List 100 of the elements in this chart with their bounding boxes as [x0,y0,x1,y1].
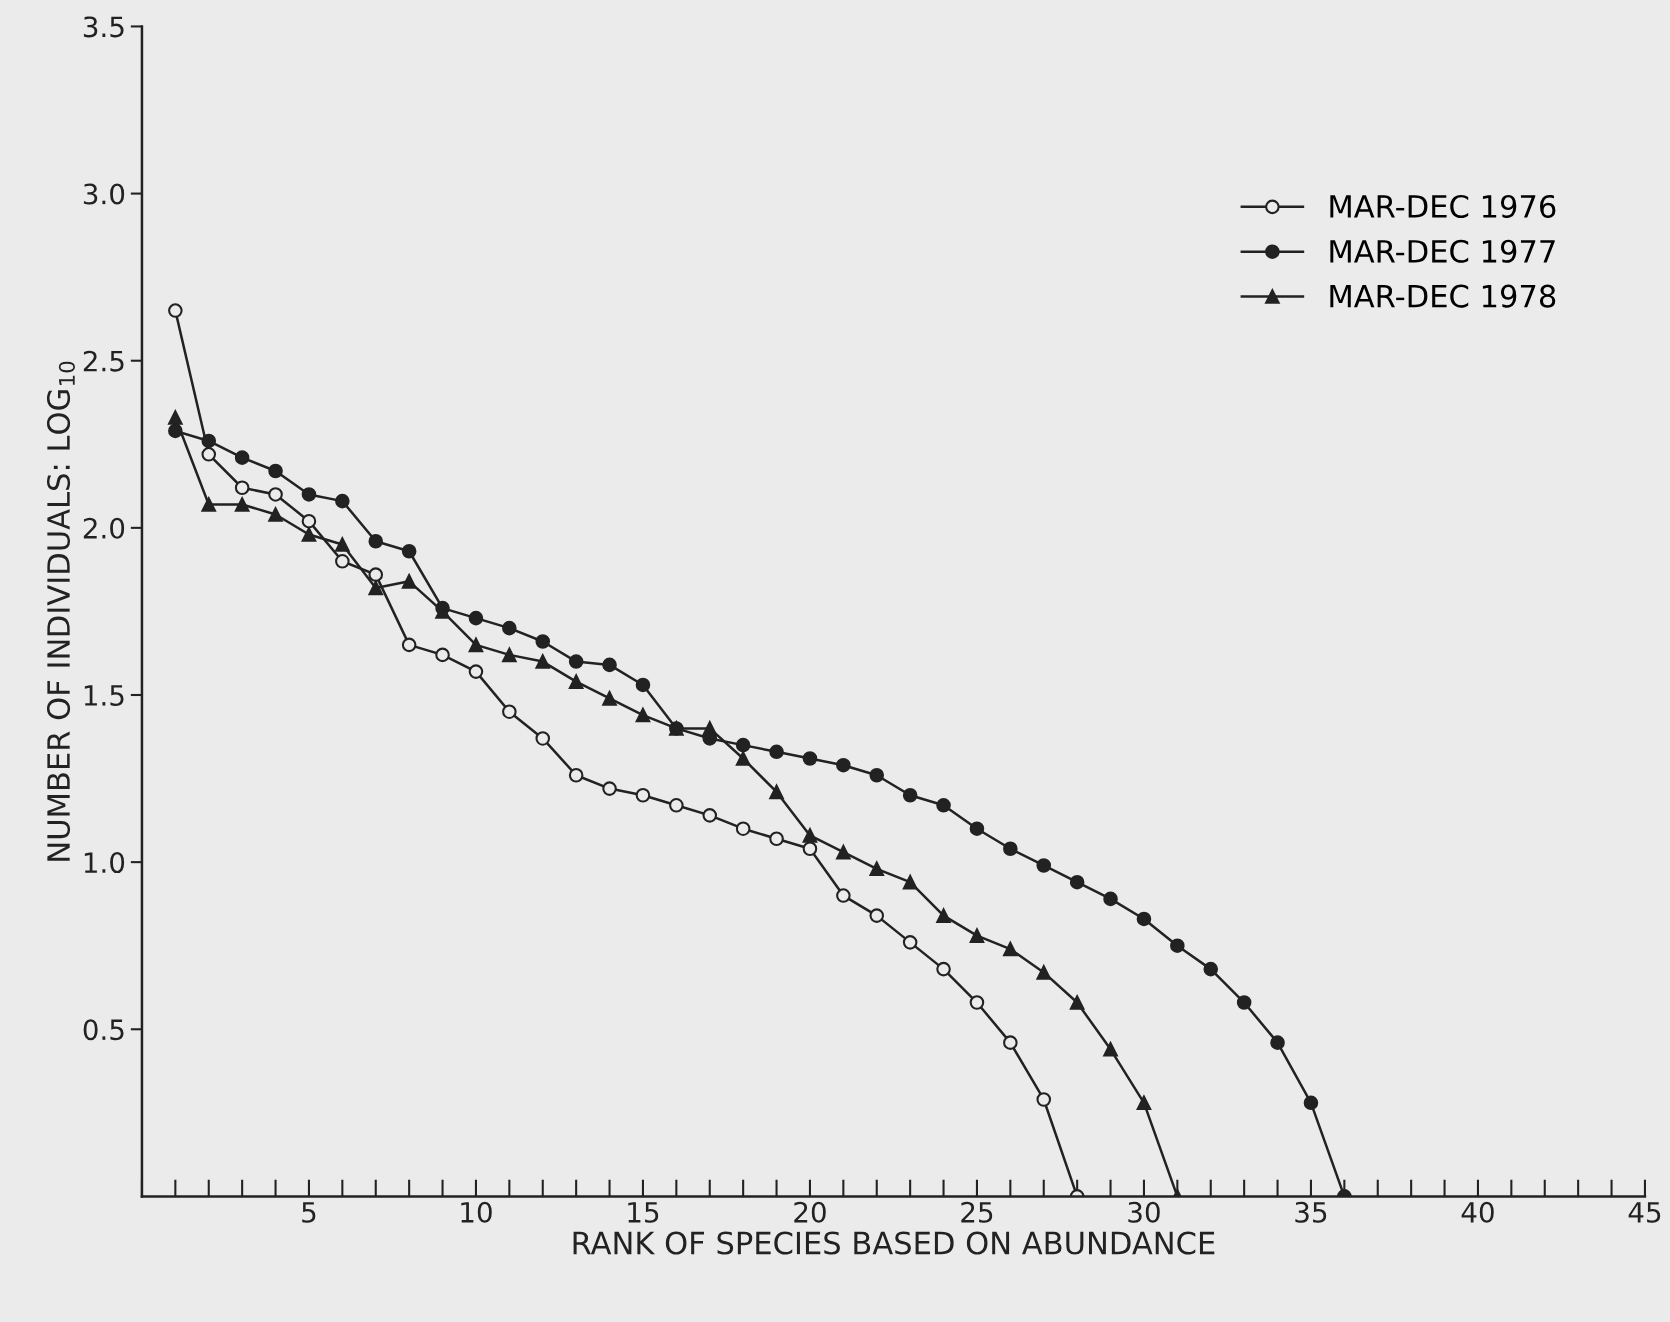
point [1170,938,1185,953]
point [201,433,217,449]
point [1036,858,1052,873]
legend-label: MAR-DEC 1976 [1330,194,1556,218]
point [1003,1035,1018,1050]
point [535,634,551,649]
x-tick-label: 20 [794,1201,826,1223]
point [301,513,317,529]
point [401,574,417,589]
x-tick-label: 30 [1128,1201,1160,1223]
point [568,767,584,783]
point [836,888,851,903]
point [335,537,350,552]
point [869,767,885,783]
point [435,647,450,663]
x-tick-label: 45 [1628,1202,1661,1223]
point [769,831,784,847]
point [969,995,985,1010]
point [234,480,250,496]
point [635,677,651,693]
y-axis-title: NUMBER OF INDIVIDUALS: LOG$_{10}$ [46,361,75,861]
point [602,657,617,673]
point [902,935,918,950]
point [735,737,751,753]
point [802,841,818,857]
point [1069,874,1085,890]
point [1203,961,1219,977]
point [1069,995,1085,1010]
x-tick-label: 15 [628,1202,659,1223]
y-tick-label: 1.0 [84,852,125,874]
point [368,580,384,596]
point [268,487,283,502]
point [1270,1035,1285,1050]
point [735,821,751,836]
point [301,487,317,502]
point [368,533,384,549]
point [468,610,484,626]
x-tick-label: 5 [302,1202,316,1223]
point [1103,891,1118,907]
y-tick-label: 2.0 [83,517,125,539]
point [535,654,551,669]
point [568,674,584,689]
x-tick-label: 40 [1461,1201,1494,1223]
point [802,828,818,843]
point [201,497,217,512]
point [769,744,784,760]
point [936,961,951,977]
point [602,781,617,796]
point [1136,911,1152,927]
point [468,637,484,653]
point [669,798,684,813]
legend-label: MAR-DEC 1978 [1330,284,1556,308]
point [836,844,851,860]
point [602,691,617,706]
point [1003,841,1018,857]
point [201,447,217,462]
point [1036,1092,1052,1107]
point [735,751,751,766]
point [936,908,951,923]
point [401,637,417,653]
point [836,757,851,773]
point [902,874,918,890]
point [168,303,183,318]
point [368,567,384,582]
point [902,787,918,803]
point [335,553,350,569]
point [502,620,517,636]
point [502,704,517,719]
y-tick-label: 3.5 [83,16,124,38]
x-axis-title: RANK OF SPECIES BASED ON ABUNDANCE [573,1231,1215,1255]
point [502,647,517,663]
point [969,821,985,836]
x-tick-label: 25 [961,1201,993,1223]
point [1136,1095,1152,1111]
point [535,731,551,746]
point [635,787,651,803]
point [869,908,885,923]
point [1003,941,1018,957]
point [969,928,985,943]
point [301,527,317,542]
point [1303,1095,1319,1111]
point [234,497,250,512]
point [1103,1042,1118,1057]
point [635,707,651,723]
y-tick-label: 1.5 [84,685,124,706]
point [468,664,484,679]
point [335,493,350,509]
point [769,784,784,800]
y-tick-label: 2.5 [83,350,124,372]
point [168,410,183,425]
point [401,543,417,559]
point [702,808,718,823]
y-tick-label: 0.5 [83,1019,124,1041]
x-tick-label: 10 [461,1201,492,1223]
x-tick-label: 35 [1295,1201,1327,1223]
legend-label: MAR-DEC 1977 [1330,239,1555,263]
point [802,751,818,766]
point [1036,965,1052,980]
point [268,463,283,479]
y-tick-label: 3.0 [83,183,125,205]
